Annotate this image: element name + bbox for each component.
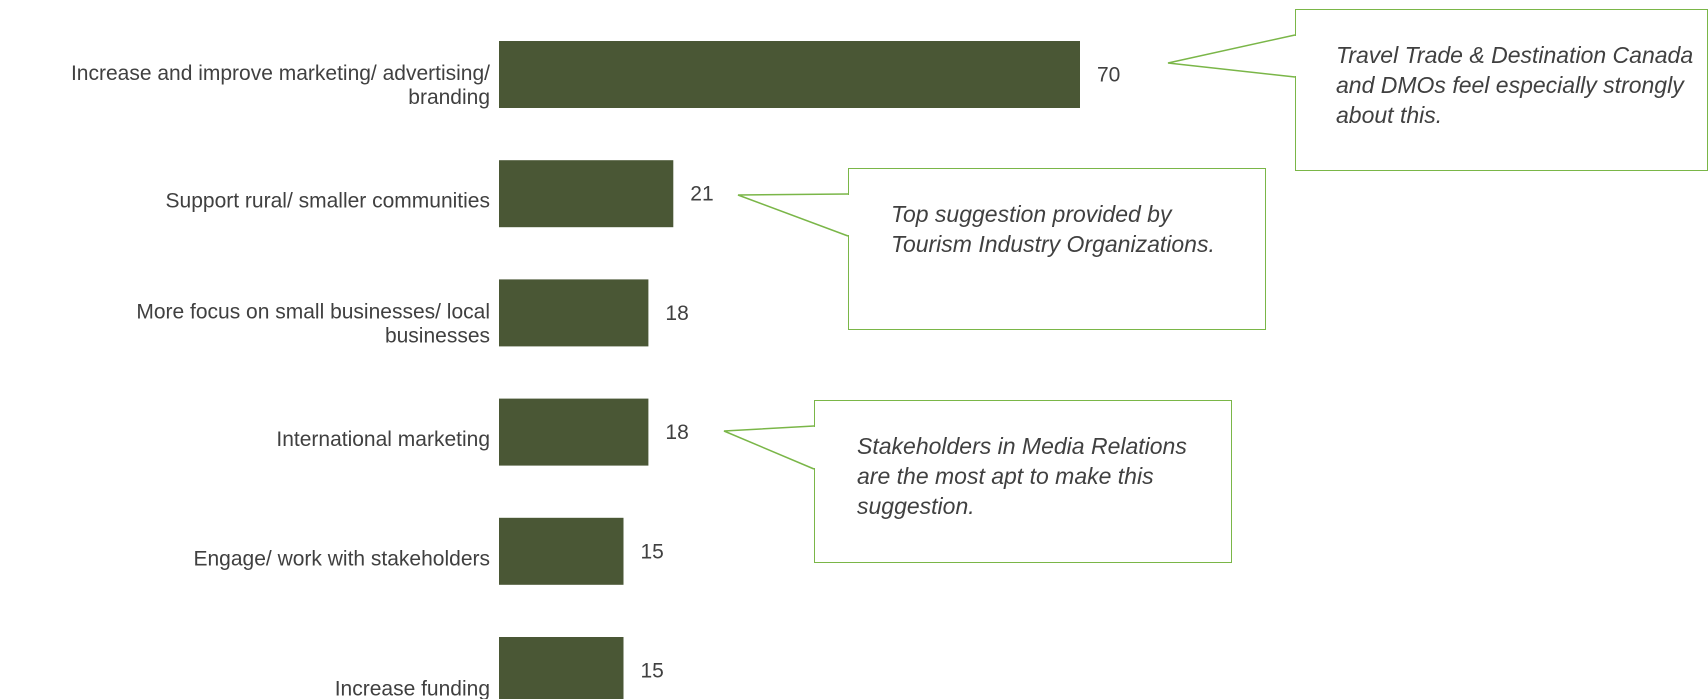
bar-5 xyxy=(499,517,624,585)
category-label-1: Increase and improve marketing/ advertis… xyxy=(71,62,490,109)
callout-text-2: Top suggestion provided by Tourism Indus… xyxy=(891,201,1215,257)
bar-6 xyxy=(499,637,624,699)
value-label-3: 18 xyxy=(665,302,688,325)
value-label-6: 15 xyxy=(641,660,664,683)
value-label-5: 15 xyxy=(641,540,664,563)
callout-tourism-industry: Top suggestion provided by Tourism Indus… xyxy=(848,168,1266,330)
value-label-2: 21 xyxy=(690,183,713,206)
callout-travel-trade: Travel Trade & Destination Canada and DM… xyxy=(1295,9,1708,171)
callout-pointers xyxy=(723,34,1296,470)
category-label-5: Engage/ work with stakeholders xyxy=(194,547,491,570)
category-label-2: Support rural/ smaller communities xyxy=(166,190,490,213)
labels-layer: 70 Increase and improve marketing/ advert… xyxy=(71,62,1120,699)
category-label-3: More focus on small businesses/ local bus… xyxy=(136,300,490,347)
callout-text-1: Travel Trade & Destination Canada and DM… xyxy=(1336,42,1694,128)
bar-4 xyxy=(499,398,649,466)
category-label-4: International marketing xyxy=(276,428,490,451)
bars-layer xyxy=(499,41,1080,699)
category-label-6: Increase funding xyxy=(335,678,490,699)
bar-2 xyxy=(499,160,674,228)
callout-media-relations: Stakeholders in Media Relations are the … xyxy=(814,400,1232,563)
bar-1 xyxy=(499,41,1080,108)
callout-text-3: Stakeholders in Media Relations are the … xyxy=(857,433,1187,519)
callout-pointer-1 xyxy=(1167,34,1296,78)
bar-3 xyxy=(499,279,649,347)
callout-pointer-3 xyxy=(723,425,815,470)
value-label-4: 18 xyxy=(665,421,688,444)
callout-pointer-2 xyxy=(737,193,849,237)
value-label-1: 70 xyxy=(1097,64,1120,87)
